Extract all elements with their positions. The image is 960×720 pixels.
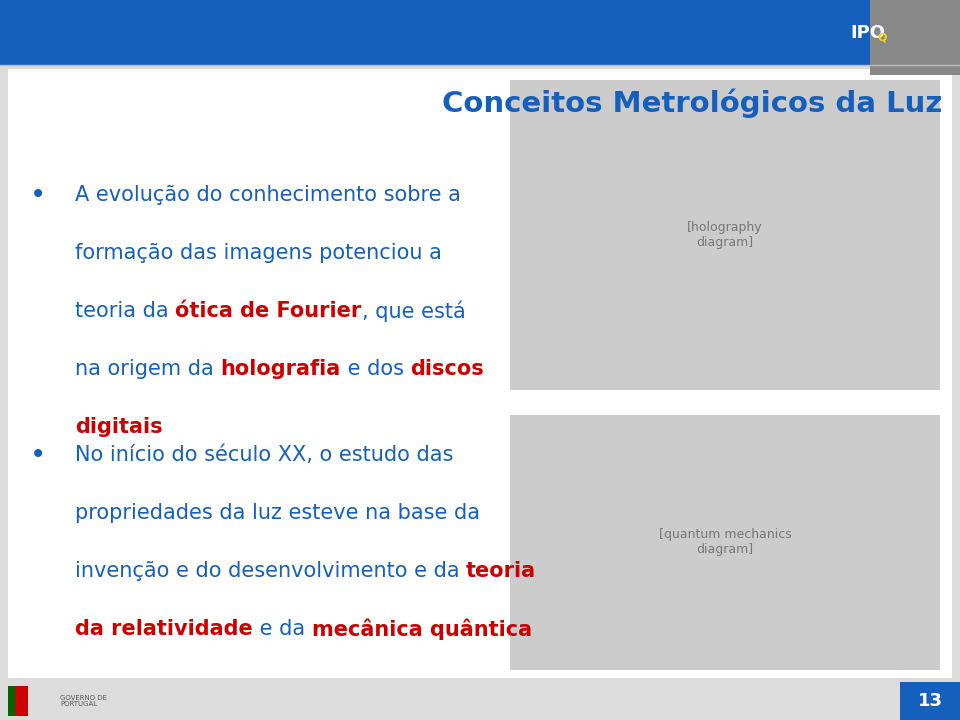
Bar (8, 686, 15, 716)
Text: discos: discos (410, 359, 484, 379)
Text: propriedades da luz esteve na base da: propriedades da luz esteve na base da (75, 503, 480, 523)
Text: teoria: teoria (467, 561, 537, 581)
Text: ótica de Fourier: ótica de Fourier (176, 301, 362, 321)
Bar (510, 80, 940, 390)
Text: da relatividade: da relatividade (75, 619, 252, 639)
Bar (0, 0, 960, 65)
Text: No início do século XX, o estudo das: No início do século XX, o estudo das (75, 445, 453, 465)
Bar (0, 682, 960, 720)
Text: , que está: , que está (362, 300, 466, 322)
Text: •: • (30, 441, 46, 469)
Text: digitais: digitais (75, 417, 162, 437)
Text: [holography
diagram]: [holography diagram] (687, 221, 763, 249)
Text: 13: 13 (918, 692, 943, 710)
Text: na origem da: na origem da (75, 359, 221, 379)
Text: GOVERNO DE
PORTUGAL: GOVERNO DE PORTUGAL (60, 695, 107, 708)
Text: IPO: IPO (850, 24, 885, 42)
Text: holografia: holografia (221, 359, 341, 379)
Text: invenção e do desenvolvimento e da: invenção e do desenvolvimento e da (75, 561, 467, 581)
Bar (510, 415, 940, 670)
Bar (8, 686, 28, 716)
Text: Conceitos Metrológicos da Luz: Conceitos Metrológicos da Luz (442, 89, 942, 118)
Bar (8, 69, 952, 678)
Text: teoria da: teoria da (75, 301, 176, 321)
Text: Q: Q (878, 32, 887, 42)
Text: •: • (30, 181, 46, 209)
Bar (900, 682, 960, 720)
Text: e dos: e dos (341, 359, 410, 379)
Text: [quantum mechanics
diagram]: [quantum mechanics diagram] (659, 528, 791, 556)
Bar (870, 0, 960, 75)
Text: e da: e da (252, 619, 311, 639)
Text: mecânica quântica: mecânica quântica (311, 618, 532, 640)
Text: A evolução do conhecimento sobre a: A evolução do conhecimento sobre a (75, 185, 461, 205)
Text: formação das imagens potenciou a: formação das imagens potenciou a (75, 243, 442, 263)
